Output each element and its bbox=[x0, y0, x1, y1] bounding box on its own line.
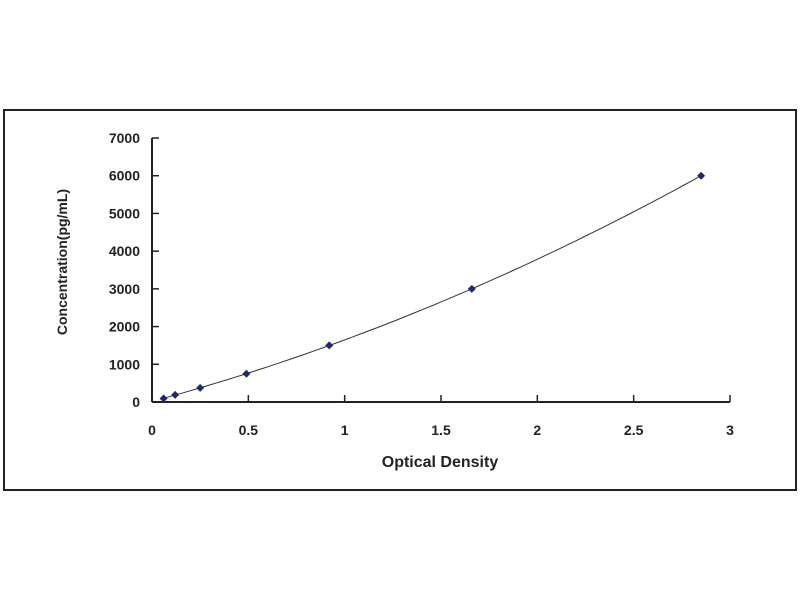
x-tick-label: 2.5 bbox=[624, 422, 644, 438]
y-axis-label: Concentration(pg/mL) bbox=[54, 189, 70, 335]
data-point bbox=[325, 341, 334, 350]
y-tick-label: 6000 bbox=[109, 168, 140, 184]
fit-curve bbox=[163, 175, 702, 399]
x-tick-label: 1.5 bbox=[431, 422, 451, 438]
y-tick-label: 5000 bbox=[109, 205, 140, 221]
y-tick-label: 4000 bbox=[109, 243, 140, 259]
x-tick-label: 3 bbox=[726, 422, 734, 438]
y-tick-label: 2000 bbox=[109, 319, 140, 335]
x-tick-label: 0 bbox=[148, 422, 156, 438]
y-tick-label: 7000 bbox=[109, 130, 140, 146]
y-tick-label: 3000 bbox=[109, 281, 140, 297]
data-point bbox=[196, 383, 205, 392]
x-tick-label: 1 bbox=[341, 422, 349, 438]
x-tick-label: 2 bbox=[533, 422, 541, 438]
data-point bbox=[242, 369, 251, 378]
x-axis-label: Optical Density bbox=[382, 454, 499, 471]
x-tick-label: 0.5 bbox=[239, 422, 259, 438]
data-point bbox=[697, 171, 706, 180]
data-point bbox=[467, 284, 476, 293]
y-tick-label: 0 bbox=[132, 394, 140, 410]
chart-frame bbox=[3, 109, 797, 491]
y-tick-label: 1000 bbox=[109, 356, 140, 372]
data-point bbox=[171, 390, 180, 399]
data-point bbox=[159, 394, 168, 403]
